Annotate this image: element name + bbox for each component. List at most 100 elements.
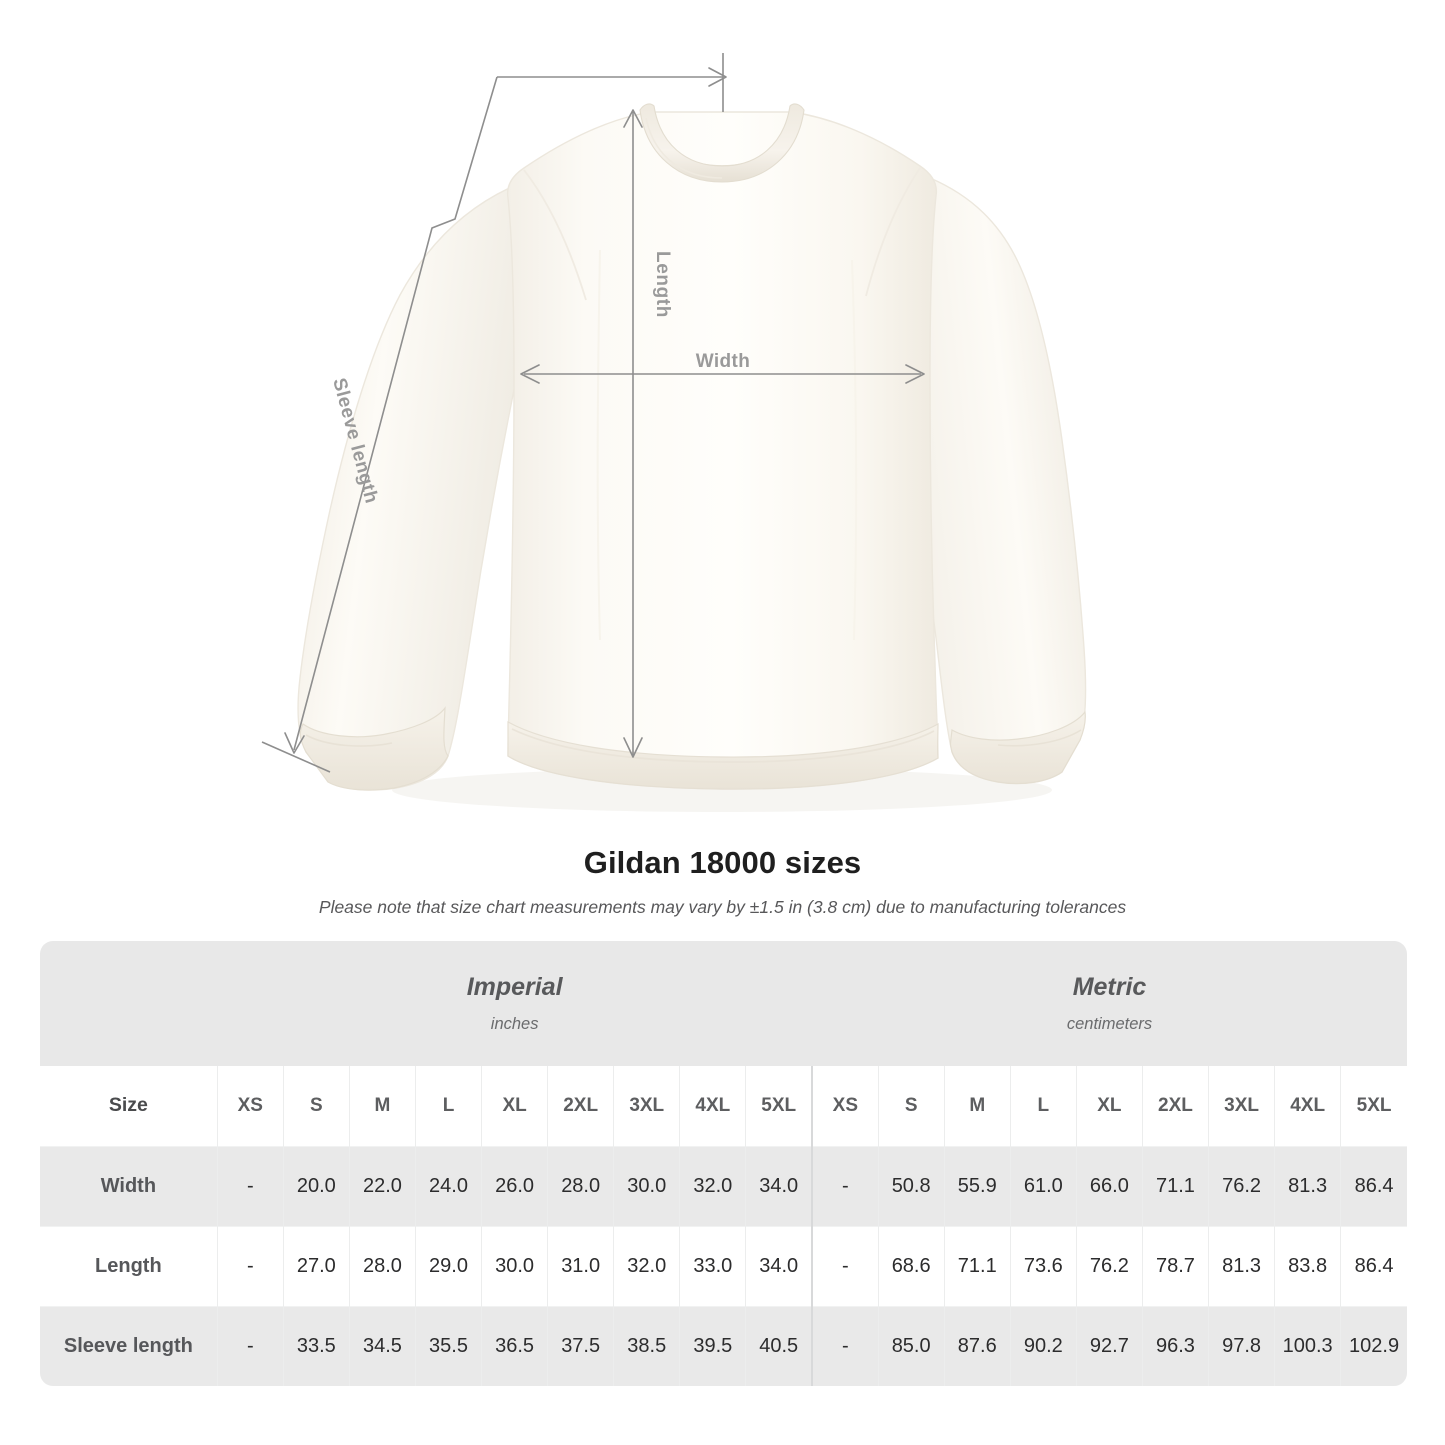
title-block: Gildan 18000 sizes Please note that size…	[0, 845, 1445, 918]
length-metric-l: 73.6	[1009, 1225, 1077, 1306]
sleeve-metric-2xl: 96.3	[1141, 1305, 1209, 1386]
measurement-lines	[261, 53, 925, 773]
tolerance-note: Please note that size chart measurements…	[318, 897, 1127, 917]
garment-shadow	[392, 768, 1052, 812]
width-metric-3xl: 76.2	[1208, 1145, 1275, 1226]
sleeve-imperial-xl: 36.5	[481, 1305, 548, 1386]
sweatshirt-body	[506, 111, 939, 790]
length-imperial-2xl: 31.0	[547, 1225, 614, 1306]
sleeve-imperial-2xl: 37.5	[547, 1305, 614, 1386]
width-metric-m: 55.9	[943, 1145, 1011, 1226]
unit-imperial-name: Imperial	[466, 973, 563, 1002]
sleeve-metric-l: 90.2	[1009, 1305, 1077, 1386]
row-label-sleeve-length: Sleeve length	[40, 1305, 218, 1386]
unit-metric-name: Metric	[1072, 973, 1147, 1002]
header-imperial-xl: XL	[481, 1066, 548, 1146]
fabric-fold-right	[851, 259, 858, 641]
sleeve-metric-5xl: 102.9	[1340, 1305, 1407, 1386]
table-row-width: Width - 20.0 22.0 24.0 26.0 28.0 30.0 32…	[40, 1145, 1407, 1226]
sleeve-imperial-xs: -	[216, 1305, 284, 1386]
sleeve-metric-xs: -	[811, 1305, 879, 1386]
garment-illustration: Length Width Sleeve length	[261, 53, 1087, 812]
header-imperial-3xl: 3XL	[613, 1066, 680, 1146]
fabric-fold-left	[596, 249, 601, 641]
header-imperial-4xl: 4XL	[679, 1066, 746, 1146]
header-imperial-xs: XS	[216, 1066, 284, 1146]
unit-metric-sub: centimeters	[1066, 1014, 1153, 1033]
length-arrowhead-bottom	[623, 737, 643, 758]
unit-imperial-sub: inches	[490, 1014, 539, 1033]
left-cuff-seam	[305, 734, 393, 747]
sleeve-metric-s: 85.0	[877, 1305, 945, 1386]
header-imperial-s: S	[282, 1066, 350, 1146]
length-metric-2xl: 78.7	[1141, 1225, 1209, 1306]
length-imperial-4xl: 33.0	[679, 1225, 746, 1306]
header-metric-4xl: 4XL	[1274, 1066, 1341, 1146]
table-row-length: Length - 27.0 28.0 29.0 30.0 31.0 32.0 3…	[40, 1225, 1407, 1306]
bottom-hem	[507, 720, 939, 790]
length-imperial-xl: 30.0	[481, 1225, 548, 1306]
width-metric-2xl: 71.1	[1141, 1145, 1209, 1226]
width-imperial-2xl: 28.0	[547, 1145, 614, 1226]
header-metric-5xl: 5XL	[1340, 1066, 1407, 1146]
left-shoulder-seam	[523, 169, 587, 301]
collar-seam	[645, 117, 723, 179]
width-metric-xs: -	[811, 1145, 879, 1226]
hem-seam	[511, 728, 935, 763]
header-imperial-5xl: 5XL	[745, 1066, 813, 1146]
width-arrowhead-left	[520, 364, 540, 384]
size-table-container: Imperial inches Metric centimeters Size …	[40, 941, 1407, 1386]
row-label-length: Length	[40, 1225, 218, 1306]
left-cuff	[299, 706, 449, 791]
sleeve-imperial-4xl: 39.5	[679, 1305, 746, 1386]
sweatshirt-diagram: Length Width Sleeve length	[261, 53, 1087, 812]
header-metric-2xl: 2XL	[1141, 1066, 1209, 1146]
header-imperial-2xl: 2XL	[547, 1066, 614, 1146]
sleeve-imperial-s: 33.5	[282, 1305, 350, 1386]
length-imperial-m: 28.0	[348, 1225, 416, 1306]
right-cuff-seam	[997, 729, 1082, 747]
unit-band-spacer	[40, 941, 218, 1066]
length-metric-5xl: 86.4	[1340, 1225, 1407, 1306]
length-imperial-l: 29.0	[414, 1225, 482, 1306]
sleeve-metric-xl: 92.7	[1075, 1305, 1143, 1386]
length-metric-m: 71.1	[943, 1225, 1011, 1306]
width-imperial-3xl: 30.0	[613, 1145, 680, 1226]
width-imperial-5xl: 34.0	[745, 1145, 813, 1226]
header-metric-l: L	[1009, 1066, 1077, 1146]
width-label: Width	[696, 351, 751, 372]
page-title: Gildan 18000 sizes	[583, 845, 862, 880]
sleeve-imperial-5xl: 40.5	[745, 1305, 813, 1386]
length-arrowhead-top	[623, 109, 643, 128]
length-metric-s: 68.6	[877, 1225, 945, 1306]
right-cuff	[949, 710, 1086, 785]
header-metric-m: M	[943, 1066, 1011, 1146]
width-metric-5xl: 86.4	[1340, 1145, 1407, 1226]
sleeve-arrowhead-bottom	[284, 732, 305, 754]
unit-band-row: Imperial inches Metric centimeters	[40, 941, 1407, 1066]
header-imperial-m: M	[348, 1066, 416, 1146]
width-arrowhead-right	[905, 364, 925, 384]
sleeve-metric-4xl: 100.3	[1274, 1305, 1341, 1386]
length-metric-3xl: 81.3	[1208, 1225, 1275, 1306]
sleeve-arrowhead-right	[708, 67, 727, 87]
sleeve-tick-bottom	[261, 741, 331, 773]
header-metric-xs: XS	[811, 1066, 879, 1146]
header-metric-s: S	[877, 1066, 945, 1146]
header-metric-3xl: 3XL	[1208, 1066, 1275, 1146]
sleeve-metric-3xl: 97.8	[1208, 1305, 1275, 1386]
width-imperial-s: 20.0	[282, 1145, 350, 1226]
right-shoulder-seam	[865, 167, 921, 297]
width-metric-4xl: 81.3	[1274, 1145, 1341, 1226]
size-header-row: Size XS S M L XL 2XL 3XL 4XL 5XL XS S M …	[40, 1066, 1407, 1146]
length-label: Length	[652, 251, 673, 318]
length-imperial-3xl: 32.0	[613, 1225, 680, 1306]
length-metric-4xl: 83.8	[1274, 1225, 1341, 1306]
width-imperial-m: 22.0	[348, 1145, 416, 1226]
width-imperial-xl: 26.0	[481, 1145, 548, 1226]
length-metric-xs: -	[811, 1225, 879, 1306]
width-imperial-l: 24.0	[414, 1145, 482, 1226]
sleeve-diagonal-line	[293, 76, 498, 751]
header-imperial-l: L	[414, 1066, 482, 1146]
table-row-sleeve-length: Sleeve length - 33.5 34.5 35.5 36.5 37.5…	[40, 1305, 1407, 1386]
